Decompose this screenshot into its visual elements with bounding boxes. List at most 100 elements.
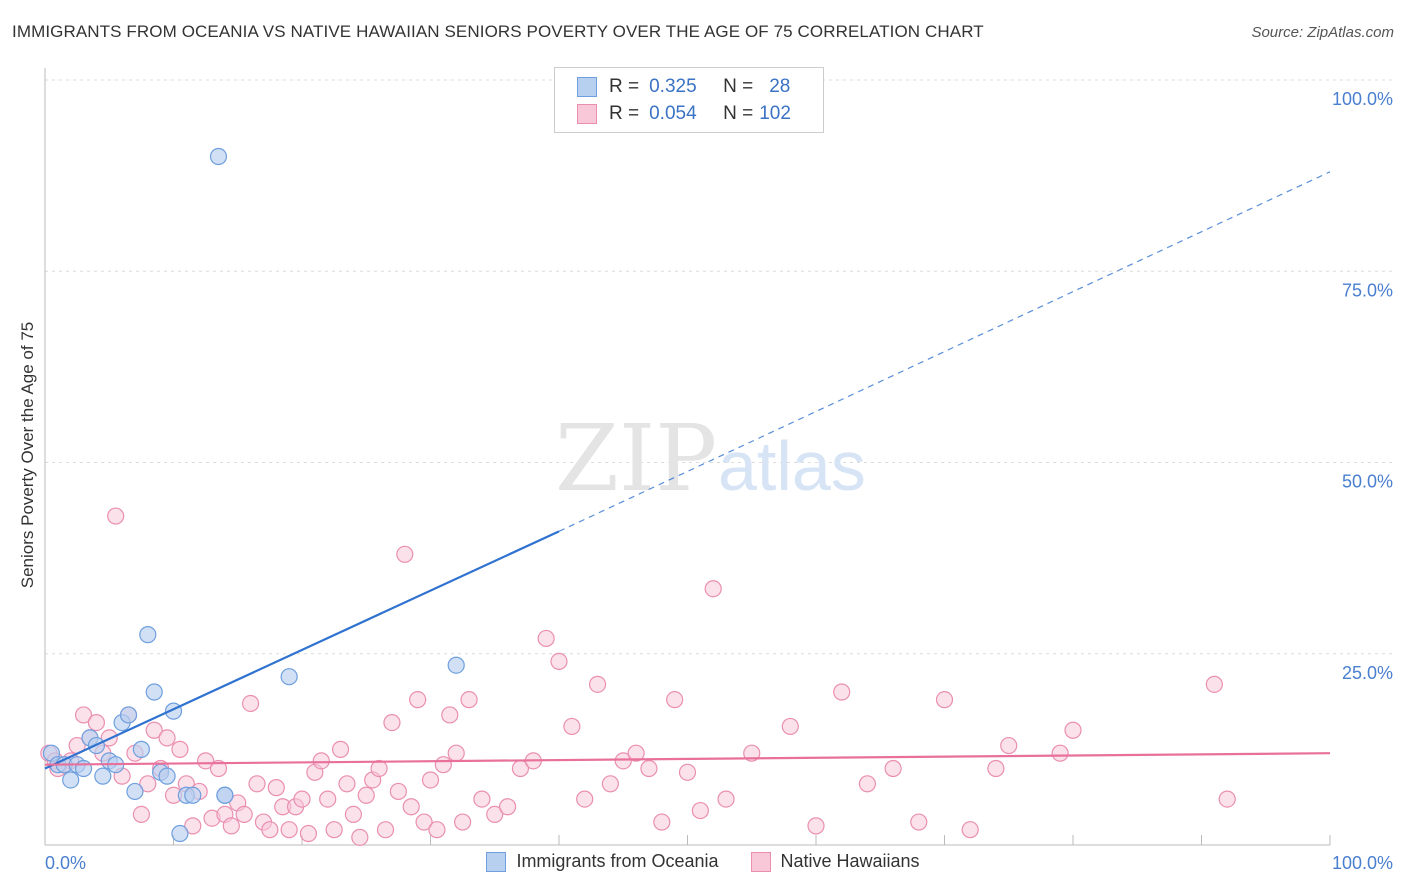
data-point-oceania [139,626,157,644]
data-point-native-hawaiians [691,801,709,820]
legend-n-label: N = [723,76,754,97]
data-point-native-hawaiians [383,713,401,732]
data-point-native-hawaiians [370,759,388,778]
legend-label-hawaiians: Native Hawaiians [780,851,920,871]
data-point-native-hawaiians [1205,675,1223,693]
data-point-native-hawaiians [209,759,228,778]
watermark-atlas: atlas [718,427,866,505]
x-tick-label: 0.0% [45,853,86,873]
legend-n-value: 28 [769,76,791,97]
data-point-native-hawaiians [74,706,93,724]
data-point-oceania [158,767,176,785]
data-point-oceania [447,656,465,674]
data-point-oceania [209,147,228,166]
data-point-native-hawaiians [171,740,189,758]
data-point-native-hawaiians [222,817,240,835]
data-point-native-hawaiians [197,752,215,770]
data-point-native-hawaiians [473,790,491,808]
data-point-native-hawaiians [132,805,150,824]
data-point-oceania [216,786,234,804]
trend-lines [44,171,1331,770]
data-point-oceania [74,759,93,778]
data-point-native-hawaiians [434,756,452,774]
legend-row-hawaiians: R = 0.054 N = 102 [577,101,791,127]
watermark: ZIP atlas [555,405,866,512]
data-point-native-hawaiians [833,683,851,701]
correlation-legend: R = 0.325 N = 28 R = 0.054 N = 102 [554,67,824,133]
data-point-native-hawaiians [704,580,722,598]
data-point-native-hawaiians [280,821,298,839]
legend-r-label: R = [609,76,640,97]
data-point-native-hawaiians [717,790,735,808]
data-point-native-hawaiians [338,775,356,793]
legend-swatch-pink [750,851,771,872]
data-point-native-hawaiians [563,717,581,736]
legend-n-value: 102 [759,103,791,124]
data-point-native-hawaiians [415,813,433,831]
data-point-native-hawaiians [145,721,163,739]
legend-r-value: 0.054 [649,103,697,124]
trend-line-oceania [44,530,560,770]
data-point-native-hawaiians [1000,736,1018,755]
chart-title: IMMIGRANTS FROM OCEANIA VS NATIVE HAWAII… [12,22,984,41]
data-point-native-hawaiians [499,798,517,816]
data-point-oceania [280,668,298,686]
data-point-native-hawaiians [910,813,928,831]
y-tick-label: 50.0% [1342,472,1393,492]
data-point-native-hawaiians [1064,721,1082,739]
data-point-native-hawaiians [460,691,478,709]
watermark-zip: ZIP [555,405,717,512]
grid-lines [45,79,1395,655]
legend-n-label: N = [723,103,754,124]
data-point-native-hawaiians [402,798,420,816]
data-point-oceania [145,683,163,701]
data-point-native-hawaiians [588,675,607,693]
source-label: Source: ZipAtlas.com [1251,24,1394,41]
data-point-oceania [119,706,138,724]
legend-r-label: R = [609,103,640,124]
data-point-native-hawaiians [935,691,954,709]
x-tick-label: 100.0% [1332,853,1393,873]
legend-row-oceania: R = 0.325 N = 28 [577,74,790,100]
data-point-native-hawaiians [858,775,877,793]
data-point-native-hawaiians [235,805,253,824]
data-point-native-hawaiians [550,652,568,671]
data-point-native-hawaiians [319,790,337,808]
data-point-native-hawaiians [884,759,902,778]
data-point-native-hawaiians [331,740,350,758]
legend-item-hawaiians[interactable]: Native Hawaiians [750,851,920,872]
data-point-native-hawaiians [640,759,658,778]
data-point-native-hawaiians [666,691,684,709]
data-point-native-hawaiians [299,824,318,843]
data-point-native-hawaiians [409,691,427,709]
data-point-native-hawaiians [454,813,472,831]
data-point-oceania [184,786,202,804]
y-tick-label: 75.0% [1342,280,1393,300]
data-point-native-hawaiians [678,763,697,781]
data-point-oceania [132,740,150,758]
blue-points [42,147,465,843]
legend-swatch-blue [577,77,597,97]
data-point-native-hawaiians [421,771,440,789]
data-point-native-hawaiians [293,790,311,808]
legend-item-oceania[interactable]: Immigrants from Oceania [486,851,719,872]
data-point-native-hawaiians [441,706,459,724]
data-point-native-hawaiians [486,805,504,824]
data-point-native-hawaiians [389,782,407,801]
data-point-native-hawaiians [261,821,279,839]
data-point-native-hawaiians [344,805,362,824]
data-point-native-hawaiians [376,821,395,839]
data-point-native-hawaiians [351,828,369,846]
data-point-native-hawaiians [627,744,645,762]
data-point-native-hawaiians [325,821,343,839]
data-point-native-hawaiians [87,713,106,732]
legend-label-oceania: Immigrants from Oceania [516,851,719,871]
data-point-native-hawaiians [961,821,979,839]
legend-r-value: 0.325 [649,76,697,97]
data-point-native-hawaiians [1051,744,1069,762]
series-legend: Immigrants from Oceania Native Hawaiians [0,851,1406,872]
data-point-native-hawaiians [107,507,125,525]
legend-swatch-pink [577,104,597,124]
tick-labels: 25.0% 50.0% 75.0% 100.0% 0.0% 100.0% [45,89,1393,873]
